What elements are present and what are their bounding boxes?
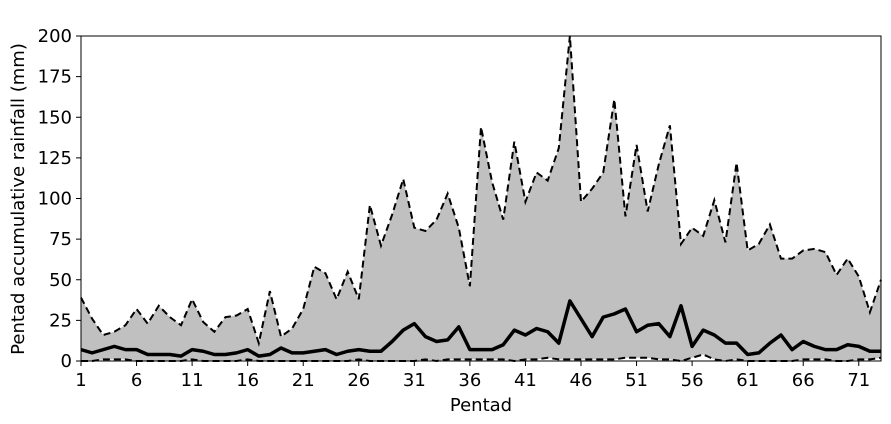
x-axis-ticks: 1 6 11 16 21 26 31 36 41 46 51 56 61 66 71 [75, 361, 870, 391]
x-axis-label: Pentad [450, 395, 512, 416]
x-tick-label: 26 [347, 370, 370, 391]
x-tick-label: 31 [403, 370, 426, 391]
x-tick-label: 1 [75, 370, 86, 391]
y-tick-label: 150 [38, 107, 72, 128]
y-tick-label: 125 [38, 148, 72, 169]
y-tick-label: 75 [49, 229, 72, 250]
y-tick-label: 175 [38, 67, 72, 88]
x-tick-label: 71 [847, 370, 870, 391]
x-tick-label: 51 [625, 370, 648, 391]
x-tick-label: 56 [681, 370, 704, 391]
y-axis-label: Pentad accumulative rainfall (mm) [8, 43, 29, 355]
x-tick-label: 46 [570, 370, 593, 391]
plot-area [80, 35, 882, 363]
series-line-max [80, 35, 882, 347]
y-tick-label: 25 [49, 310, 72, 331]
x-tick-label: 66 [792, 370, 815, 391]
y-tick-label: 100 [38, 189, 72, 210]
series-line-mean [80, 299, 881, 358]
y-axis-ticks: 0 25 50 75 100 125 150 175 200 [38, 26, 81, 372]
x-tick-label: 36 [458, 370, 481, 391]
x-tick-label: 41 [514, 370, 537, 391]
x-tick-label: 11 [181, 370, 204, 391]
x-tick-label: 6 [131, 370, 142, 391]
range-band [81, 36, 881, 361]
y-tick-label: 0 [61, 351, 72, 372]
y-tick-label: 50 [49, 270, 72, 291]
x-tick-label: 61 [736, 370, 759, 391]
x-tick-label: 21 [292, 370, 315, 391]
y-tick-label: 200 [38, 26, 72, 47]
x-tick-label: 16 [236, 370, 259, 391]
